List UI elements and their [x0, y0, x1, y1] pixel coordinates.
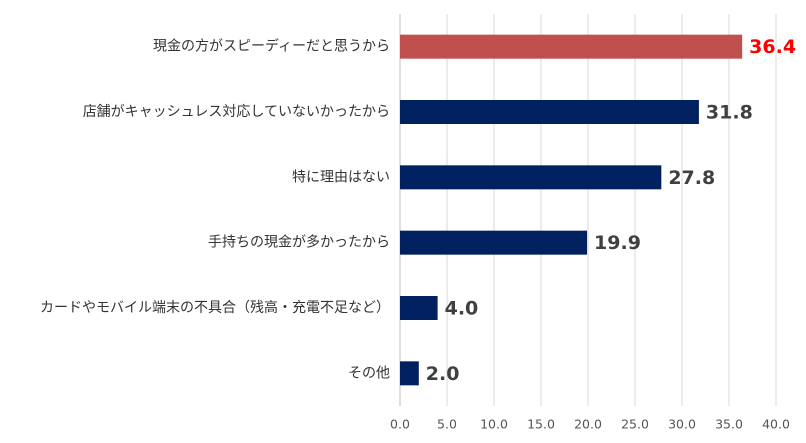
x-tick-label: 30.0 — [668, 417, 696, 432]
x-tick-label: 20.0 — [574, 417, 602, 432]
y-tick-label: 店舗がキャッシュレス対応していないかったから — [83, 104, 390, 120]
bar — [400, 100, 699, 124]
x-tick-label: 10.0 — [480, 417, 508, 432]
x-tick-label: 35.0 — [715, 417, 743, 432]
y-tick-label: 特に理由はない — [292, 169, 390, 185]
value-label: 2.0 — [426, 363, 460, 385]
x-tick-label: 15.0 — [527, 417, 555, 432]
value-label: 19.9 — [594, 232, 641, 254]
y-tick-label: カードやモバイル端末の不具合（残高・充電不足など） — [40, 299, 390, 316]
y-tick-label: その他 — [348, 365, 390, 381]
value-label: 31.8 — [706, 102, 753, 124]
value-label: 36.4 — [749, 36, 796, 58]
value-label: 27.8 — [668, 167, 715, 189]
x-tick-label: 25.0 — [621, 417, 649, 432]
bar — [400, 230, 588, 255]
y-tick-label: 手持ちの現金が多かったから — [208, 234, 390, 251]
x-tick-label: 0.0 — [390, 417, 410, 432]
bar — [400, 34, 743, 59]
y-tick-label: 現金の方がスピーディーだと思うから — [153, 38, 390, 55]
bar — [400, 165, 662, 190]
value-label: 4.0 — [445, 298, 479, 320]
x-tick-label: 5.0 — [437, 417, 457, 432]
bar — [400, 361, 419, 386]
bar — [400, 296, 438, 320]
x-tick-label: 40.0 — [762, 417, 790, 432]
